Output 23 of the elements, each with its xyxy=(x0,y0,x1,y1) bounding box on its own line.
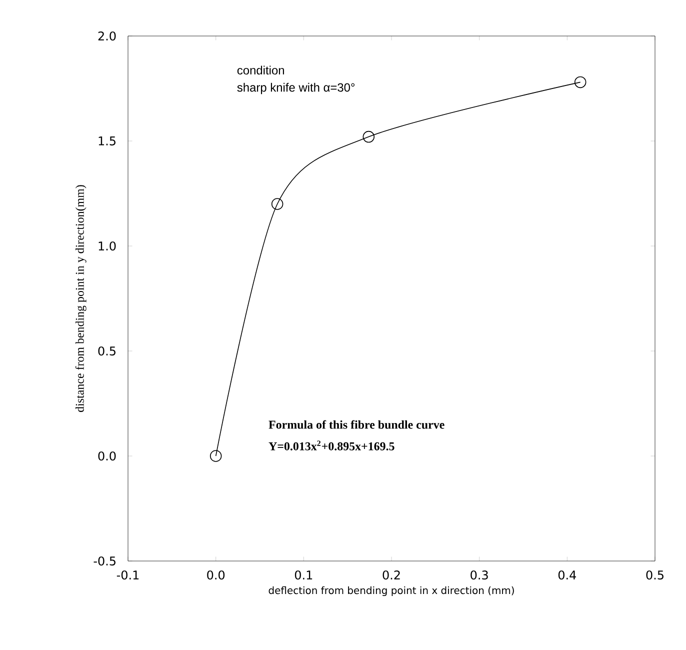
annotation: condition xyxy=(237,66,284,75)
x-axis-title: deflection from bending point in x direction (mm) xyxy=(268,586,514,596)
y-tick-label: 2.0 xyxy=(98,31,116,41)
x-tick-label: 0.1 xyxy=(294,570,312,580)
y-tick-label: 1.0 xyxy=(98,241,116,251)
annotation: Formula of this fibre bundle curve xyxy=(268,420,444,429)
y-tick-label: -0.5 xyxy=(94,556,116,566)
annotation: sharp knife with α=30° xyxy=(237,82,355,94)
x-tick-label: 0.2 xyxy=(382,570,400,580)
x-tick-label: -0.1 xyxy=(116,570,139,580)
y-tick-label: 0.0 xyxy=(98,451,116,461)
y-tick-label: 1.5 xyxy=(98,136,116,146)
x-tick-label: 0.3 xyxy=(470,570,488,580)
x-tick-label: 0.0 xyxy=(207,570,225,580)
annotation: Y=0.013x$^{2}$+0.895x+169.5 xyxy=(268,440,394,450)
point xyxy=(271,198,284,210)
y-axis-title: distance from bending point in y direction(mm) xyxy=(75,185,86,412)
x-tick-label: 0.4 xyxy=(558,570,576,580)
point xyxy=(210,450,222,462)
x-tick-label: 0.5 xyxy=(646,570,664,580)
point xyxy=(362,130,375,143)
y-tick-label: 0.5 xyxy=(98,346,116,356)
point xyxy=(574,76,586,88)
